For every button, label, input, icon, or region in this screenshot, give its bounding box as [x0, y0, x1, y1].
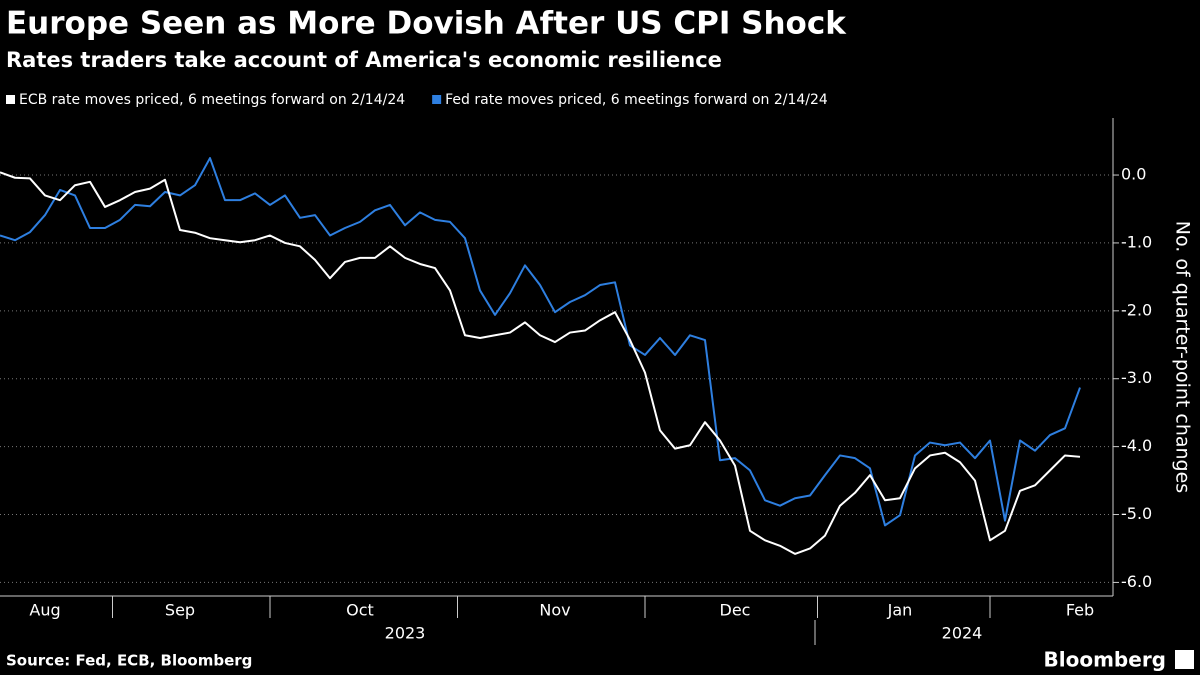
x-group-label: 2024	[942, 624, 983, 643]
source: Source: Fed, ECB, Bloomberg	[6, 652, 252, 670]
y-tick-label: -6.0	[1121, 572, 1152, 591]
legend-label: Fed rate moves priced, 6 meetings forwar…	[445, 92, 828, 108]
legend-swatch	[432, 95, 442, 104]
x-tick-label: Sep	[165, 601, 195, 620]
x-group-label: 2023	[385, 624, 426, 643]
y-tick-label: -1.0	[1121, 232, 1152, 251]
legend-label: ECB rate moves priced, 6 meetings forwar…	[19, 92, 405, 108]
y-tick-label: -5.0	[1121, 504, 1152, 523]
y-tick-label: -2.0	[1121, 300, 1152, 319]
x-tick-label: Nov	[539, 601, 570, 620]
y-tick-label: -3.0	[1121, 368, 1152, 387]
series-line	[0, 157, 1081, 527]
y-tick-label: -4.0	[1121, 436, 1152, 455]
brand-icon	[1175, 650, 1194, 669]
x-tick-label: Jan	[887, 601, 913, 620]
chart-title: Europe Seen as More Dovish After US CPI …	[6, 6, 847, 42]
y-axis-label: No. of quarter-point changes	[1172, 221, 1194, 493]
legend-swatch	[6, 95, 15, 104]
x-tick-label: Oct	[346, 601, 374, 620]
chart-subtitle: Rates traders take account of America's …	[6, 48, 722, 72]
x-tick-label: Aug	[29, 601, 60, 620]
y-tick-label: 0.0	[1121, 165, 1146, 184]
x-tick-label: Feb	[1066, 601, 1094, 620]
brand: Bloomberg	[1044, 648, 1166, 672]
series-line	[0, 171, 1081, 555]
x-tick-label: Dec	[720, 601, 751, 620]
